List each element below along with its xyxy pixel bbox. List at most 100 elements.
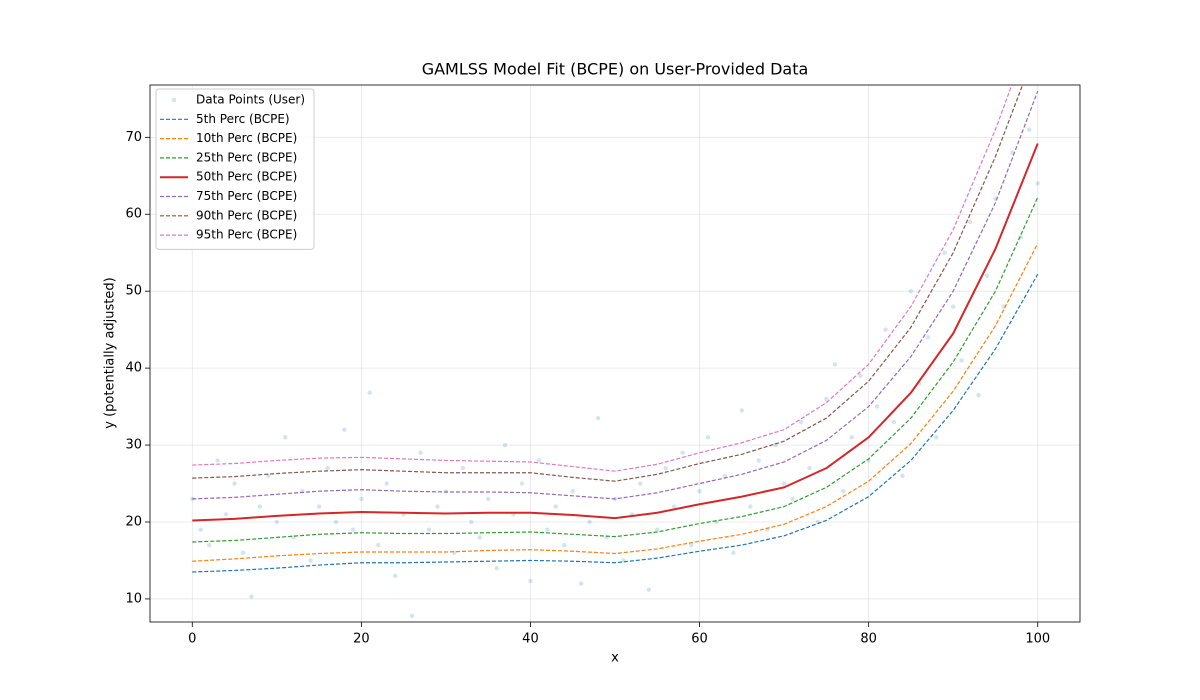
data-point <box>570 489 575 494</box>
data-point <box>418 450 423 455</box>
data-point <box>367 390 373 395</box>
data-point <box>308 558 313 563</box>
data-point <box>731 550 736 555</box>
data-point <box>638 481 643 486</box>
data-point <box>908 288 914 294</box>
data-point <box>967 219 973 225</box>
data-point <box>925 335 931 340</box>
legend-label: 90th Perc (BCPE) <box>196 208 297 222</box>
data-point <box>790 496 795 502</box>
data-point <box>874 404 880 409</box>
data-point <box>384 481 389 486</box>
data-point <box>781 481 787 486</box>
data-point <box>950 304 956 309</box>
data-point <box>206 542 212 548</box>
y-tick-label: 20 <box>125 514 142 529</box>
data-point <box>376 542 381 548</box>
data-point <box>274 519 280 525</box>
legend-label: 50th Perc (BCPE) <box>196 170 297 184</box>
y-tick-label: 70 <box>125 130 142 145</box>
data-point <box>857 373 863 379</box>
data-point <box>824 396 829 402</box>
data-point <box>739 408 745 413</box>
data-point <box>697 489 702 494</box>
data-point <box>469 519 474 525</box>
y-tick-label: 50 <box>125 284 142 299</box>
data-point <box>587 519 592 525</box>
data-point <box>595 415 601 421</box>
percentile-line <box>192 243 1039 562</box>
data-point <box>257 504 263 509</box>
plot-area <box>190 85 1040 619</box>
y-tick-label: 40 <box>125 361 142 376</box>
legend-label: 10th Perc (BCPE) <box>196 131 297 145</box>
legend-label: 25th Perc (BCPE) <box>196 150 297 164</box>
data-point <box>249 594 254 599</box>
data-point <box>409 613 415 619</box>
data-point <box>545 527 550 532</box>
data-point <box>798 419 804 425</box>
y-tick-label: 10 <box>125 591 142 606</box>
x-tick-label: 20 <box>353 632 370 647</box>
data-point <box>959 358 964 363</box>
data-point <box>655 527 660 532</box>
data-point <box>553 504 559 509</box>
x-tick-label: 0 <box>188 632 196 647</box>
data-point <box>443 489 449 494</box>
data-point <box>460 465 466 471</box>
data-point <box>325 465 330 471</box>
data-point <box>283 435 288 440</box>
x-tick-label: 100 <box>1025 632 1050 647</box>
percentile-line <box>192 85 1013 472</box>
x-tick-label: 60 <box>691 632 708 647</box>
data-point <box>849 435 854 440</box>
data-point <box>392 573 398 579</box>
data-point <box>215 458 220 463</box>
data-point <box>232 481 237 486</box>
data-point <box>883 327 888 332</box>
data-point <box>426 527 432 532</box>
data-point <box>578 581 584 586</box>
data-point <box>477 535 482 540</box>
data-point <box>528 579 533 584</box>
legend-box <box>155 88 315 250</box>
data-point <box>342 427 347 432</box>
data-point <box>663 465 668 471</box>
y-tick-label: 30 <box>125 438 142 453</box>
data-point <box>519 481 525 486</box>
y-axis-label: y (potentially adjusted) <box>103 277 118 428</box>
legend-label: 75th Perc (BCPE) <box>196 189 297 203</box>
data-point <box>350 527 356 532</box>
data-point <box>359 496 364 502</box>
data-point <box>756 458 761 463</box>
x-axis-label: x <box>611 651 619 666</box>
y-tick-label: 60 <box>125 207 142 222</box>
percentile-line <box>192 273 1039 573</box>
data-point <box>1035 181 1040 186</box>
data-point <box>807 465 812 471</box>
data-point <box>748 504 753 509</box>
legend-label: 95th Perc (BCPE) <box>196 228 297 242</box>
percentile-line <box>192 85 1024 482</box>
data-point <box>240 550 246 555</box>
data-point <box>832 362 838 367</box>
data-point <box>485 496 491 502</box>
axes-frame <box>149 84 1081 623</box>
legend: Data Points (User) 5th Perc (BCPE) 10th Pe… <box>155 88 315 250</box>
chart-title: GAMLSS Model Fit (BCPE) on User-Provided… <box>422 60 809 79</box>
data-point <box>536 458 542 463</box>
data-point <box>722 473 728 479</box>
data-point <box>891 419 897 425</box>
data-point <box>976 392 981 398</box>
data-point <box>934 435 939 440</box>
data-point <box>198 527 203 532</box>
data-point <box>942 250 947 255</box>
data-point <box>1027 127 1032 132</box>
data-point <box>671 504 677 509</box>
data-point <box>900 473 905 479</box>
x-tick-label: 80 <box>860 632 877 647</box>
data-point <box>223 512 229 517</box>
data-point <box>435 504 440 509</box>
percentile-line <box>192 197 1039 543</box>
